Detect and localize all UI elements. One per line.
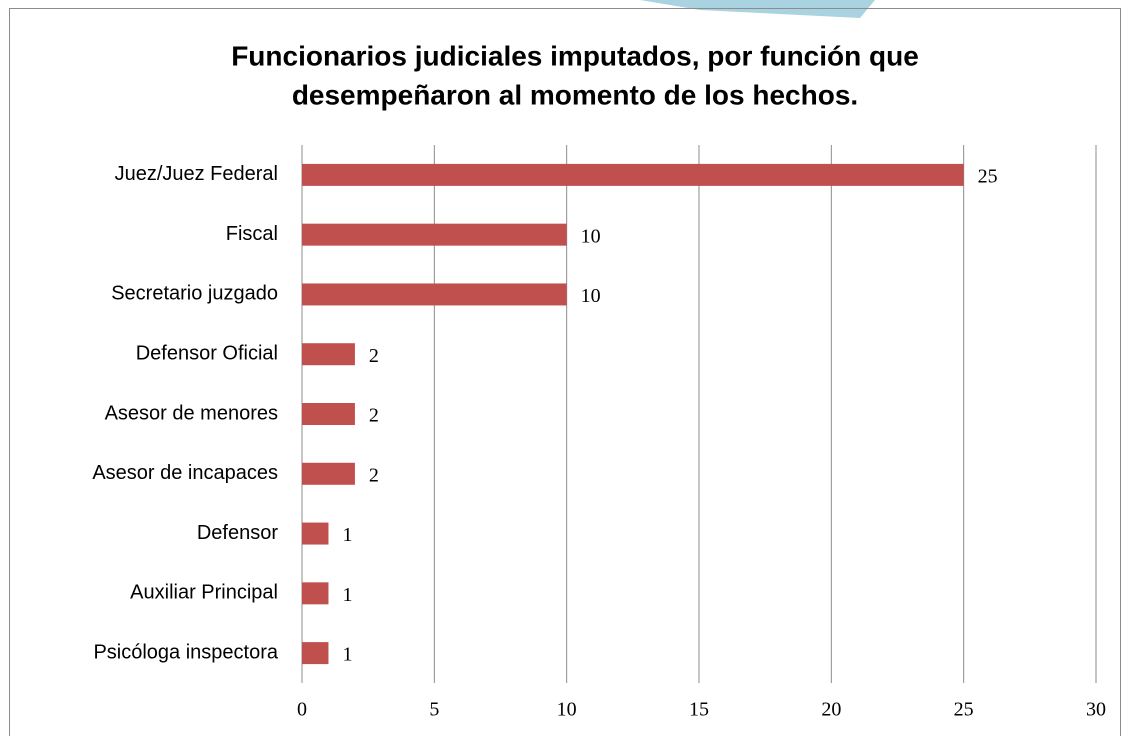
x-tick-label: 20: [821, 699, 841, 721]
bar: [302, 283, 567, 306]
chart-title: Funcionarios judiciales imputados, por f…: [231, 40, 919, 71]
bar: [302, 582, 329, 605]
bar: [302, 522, 329, 545]
bar: [302, 163, 964, 186]
y-tick-label: Auxiliar Principal: [130, 582, 278, 604]
y-tick-label: Juez/Juez Federal: [115, 163, 278, 185]
chart-title: desempeñaron al momento de los hechos.: [292, 79, 858, 110]
x-tick-label: 10: [557, 699, 577, 721]
bar: [302, 223, 567, 246]
chart-frame: [9, 8, 1121, 736]
bar: [302, 343, 355, 366]
data-label: 1: [342, 644, 352, 666]
data-label: 2: [369, 345, 379, 367]
x-tick-label: 25: [954, 699, 974, 721]
x-tick-label: 0: [297, 699, 307, 721]
x-tick-label: 5: [429, 699, 439, 721]
y-tick-label: Asesor de menores: [105, 402, 278, 424]
y-tick-label: Psicóloga inspectora: [93, 641, 278, 663]
y-tick-label: Asesor de incapaces: [92, 462, 278, 484]
x-tick-label: 15: [689, 699, 709, 721]
y-tick-label: Fiscal: [226, 223, 278, 245]
data-label: 1: [342, 584, 352, 606]
x-tick-label: 30: [1086, 699, 1106, 721]
data-label: 25: [978, 165, 998, 187]
bar: [302, 403, 355, 425]
y-tick-label: Defensor: [197, 522, 278, 544]
y-tick-label: Defensor Oficial: [136, 343, 278, 365]
bar: [302, 462, 355, 485]
data-label: 10: [581, 285, 601, 307]
bar: [302, 642, 329, 665]
data-label: 10: [581, 225, 601, 247]
y-tick-label: Secretario juzgado: [111, 283, 278, 305]
data-label: 2: [369, 405, 379, 427]
data-label: 1: [342, 524, 352, 546]
data-label: 2: [369, 464, 379, 486]
